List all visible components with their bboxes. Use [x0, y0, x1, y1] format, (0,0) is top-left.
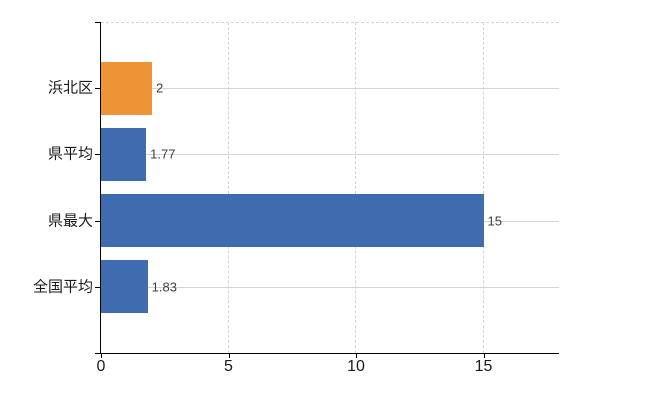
x-tick — [101, 354, 102, 358]
x-tick-label: 5 — [224, 358, 233, 375]
bar-value-label: 2 — [156, 80, 164, 96]
bar — [101, 194, 484, 248]
h-gridline — [101, 286, 559, 288]
v-gridline — [227, 22, 229, 353]
v-gridline — [355, 22, 356, 353]
y-tick — [95, 154, 101, 156]
x-axis — [95, 353, 559, 354]
bar-value-label: 15 — [487, 213, 502, 229]
y-tick — [95, 220, 101, 222]
x-tick — [228, 354, 230, 358]
plot-top-border — [101, 22, 559, 23]
bar — [101, 127, 147, 181]
bar-value-label: 1.83 — [151, 279, 177, 295]
x-tick-label: 0 — [96, 358, 106, 375]
y-tick — [95, 22, 101, 23]
x-tick-label: 10 — [347, 358, 365, 375]
bar-value-label: 1.77 — [150, 146, 176, 162]
x-tick — [483, 354, 485, 358]
category-label: 県平均 — [47, 145, 93, 163]
h-gridline — [101, 88, 559, 90]
category-label: 県最大 — [47, 212, 93, 230]
y-axis — [100, 22, 101, 353]
bar — [101, 61, 152, 115]
category-label: 全国平均 — [32, 278, 93, 296]
bar — [101, 260, 148, 314]
v-gridline — [482, 22, 484, 353]
h-gridline — [101, 154, 559, 156]
x-tick-label: 15 — [474, 358, 493, 375]
y-tick — [95, 88, 101, 90]
category-label: 浜北区 — [47, 79, 93, 97]
y-tick — [95, 286, 101, 288]
x-tick — [356, 354, 357, 358]
